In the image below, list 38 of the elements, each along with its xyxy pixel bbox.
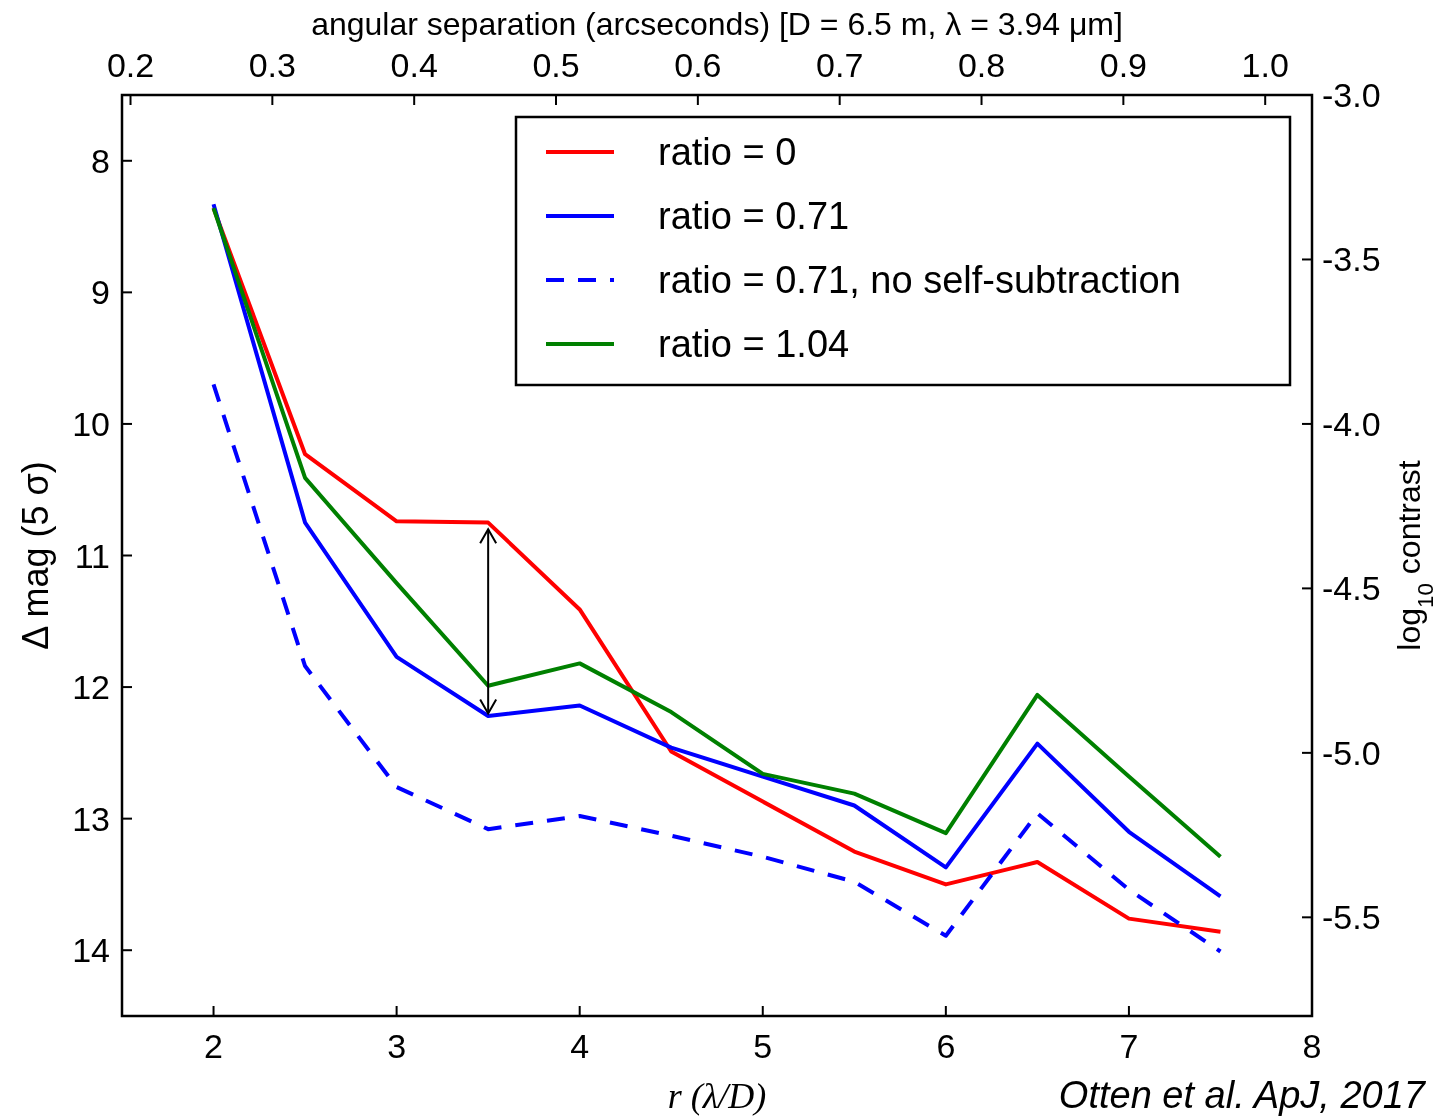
y-axis-title: Δ mag (5 σ) xyxy=(15,461,56,650)
y2-tick-label: -5.0 xyxy=(1322,733,1381,772)
legend-label: ratio = 0 xyxy=(658,131,797,173)
y2-tick-label: -3.5 xyxy=(1322,240,1381,279)
y-tick-label: 10 xyxy=(72,404,110,443)
y-tick-label: 14 xyxy=(72,931,110,970)
y-tick-label: 12 xyxy=(72,668,110,707)
y2-tick-label: -3.0 xyxy=(1322,76,1381,114)
x2-tick-label: 0.4 xyxy=(390,46,438,84)
x2-tick-label: 0.9 xyxy=(1099,46,1147,84)
legend-label: ratio = 0.71 xyxy=(658,195,850,237)
x2-axis-title: angular separation (arcseconds) [D = 6.5 m, λ = 3.94 μm] xyxy=(311,6,1123,42)
y2-tick-label: -4.5 xyxy=(1322,569,1381,608)
legend-label: ratio = 0.71, no self-subtraction xyxy=(658,259,1181,301)
x-tick-label: 3 xyxy=(387,1027,407,1065)
legend-label: ratio = 1.04 xyxy=(658,323,850,365)
y2-tick-label: -4.0 xyxy=(1322,404,1381,443)
x-tick-label: 6 xyxy=(936,1027,956,1065)
x-axis-title: r (λ/D) xyxy=(667,1076,767,1116)
x2-tick-label: 0.2 xyxy=(106,46,155,84)
line-series xyxy=(211,382,1223,954)
x-tick-label: 2 xyxy=(204,1027,223,1065)
x-tick-label: 8 xyxy=(1302,1027,1322,1065)
x2-tick-label: 0.8 xyxy=(957,46,1006,84)
x2-tick-label: 0.7 xyxy=(816,46,864,84)
x-tick-label: 4 xyxy=(570,1027,590,1065)
x2-tick-label: 0.5 xyxy=(532,46,580,84)
x-tick-label: 7 xyxy=(1119,1027,1139,1065)
x2-tick-label: 1.0 xyxy=(1241,46,1289,84)
x-tick-label: 5 xyxy=(753,1027,773,1065)
text: Otten et al. ApJ, 2017 xyxy=(1058,1074,1427,1116)
y-tick-label: 9 xyxy=(91,273,110,312)
y-tick-label: 11 xyxy=(74,536,110,575)
x2-tick-label: 0.6 xyxy=(674,46,722,84)
y-tick-label: 13 xyxy=(72,799,110,838)
y-tick-label: 8 xyxy=(91,141,110,180)
y2-tick-label: -5.5 xyxy=(1322,898,1381,937)
x2-tick-label: 0.3 xyxy=(248,46,296,84)
